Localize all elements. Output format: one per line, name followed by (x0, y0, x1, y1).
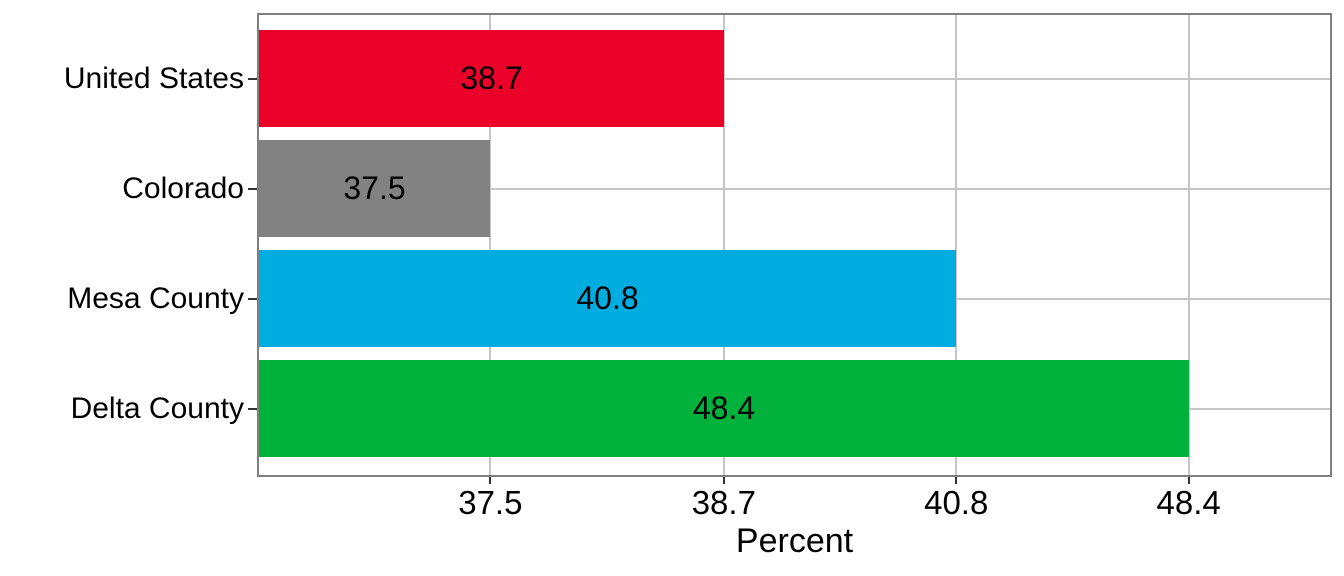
bar: 40.8 (259, 250, 956, 347)
bar-value-label: 48.4 (692, 390, 756, 426)
horizontal-gridline (259, 187, 1330, 190)
y-axis-label: United States (63, 61, 244, 95)
x-axis-tick-label: 37.5 (458, 484, 523, 521)
x-axis-tick-label: 48.4 (1156, 484, 1221, 521)
horizontal-gridline (259, 77, 1330, 80)
y-axis-tick (248, 407, 257, 410)
y-axis-tick (248, 297, 257, 300)
x-axis-tick (1187, 477, 1190, 484)
y-axis-label: Delta County (70, 391, 244, 425)
bar: 48.4 (259, 360, 1189, 457)
bar: 37.5 (259, 140, 490, 237)
x-axis-title: Percent (735, 522, 854, 560)
x-axis-tick (722, 477, 725, 484)
y-axis-label: Colorado (122, 171, 244, 205)
x-axis-tick-label: 38.7 (691, 484, 756, 521)
x-axis-tick-label: 40.8 (924, 484, 989, 521)
y-axis-label: Mesa County (67, 281, 244, 315)
bar: 38.7 (259, 30, 724, 127)
vertical-gridline (489, 15, 492, 475)
x-axis-tick (489, 477, 492, 484)
y-axis-tick (248, 187, 257, 190)
vertical-gridline (722, 15, 725, 475)
bar-value-label: 40.8 (576, 280, 639, 316)
bar-value-label: 38.7 (460, 60, 523, 96)
vertical-gridline (1187, 15, 1190, 475)
bar-value-label: 37.5 (343, 170, 406, 206)
x-axis-tick (955, 477, 958, 484)
y-axis-tick (248, 77, 257, 80)
vertical-gridline (955, 15, 958, 475)
